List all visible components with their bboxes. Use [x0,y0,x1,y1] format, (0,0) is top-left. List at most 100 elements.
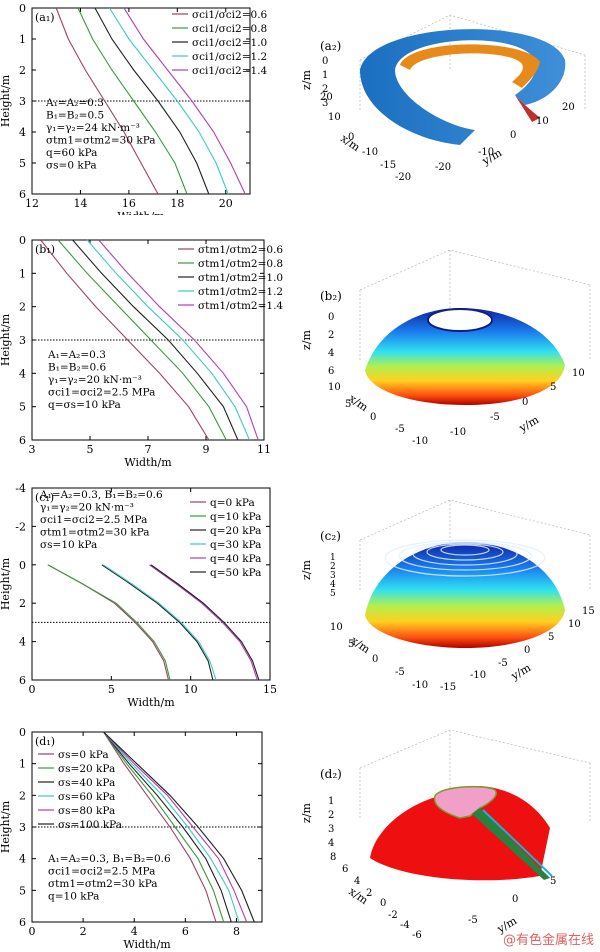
svg-text:-5: -5 [490,412,500,423]
svg-text:4: 4 [328,348,334,359]
svg-text:10: 10 [328,382,341,393]
svg-text:2: 2 [366,888,372,899]
y-tick-label: 1 [19,33,26,46]
svg-text:0: 0 [322,56,328,67]
series-line [72,239,239,441]
x-axis-label: Width/m [127,696,175,709]
legend-entry: σtm1/σtm2=1.4 [198,300,283,312]
chart-b1: 3 5 7 9 11 0 1 2 3 4 5 6 Width/m Height/m σtm1/σtm2=0.… [0,235,283,469]
y-axis-label: y/m [508,661,533,683]
series-line [149,564,258,681]
x-axis-label: x/m [348,634,373,657]
svg-text:10: 10 [536,116,549,127]
svg-text:0: 0 [522,397,528,408]
x-axis-label: x/m [338,132,363,155]
svg-text:20: 20 [562,102,575,113]
x-tick-label: 6 [182,925,189,938]
legend-entry: q=0 kPa [210,497,255,509]
series-line [103,731,240,923]
x-tick-label: 12 [25,197,39,210]
surface-a2: (a₂) z/m 0 1 2 3 20 10 0 -10 -15 -20 x/m… [300,14,586,183]
annotation-line: σci1=σci2=2.5 MPa [48,866,155,878]
svg-text:-10: -10 [412,436,428,447]
svg-text:-10: -10 [478,147,494,158]
y-tick-label: 2 [19,789,26,802]
x-tick-label: 20 [219,197,233,210]
x-tick-label: 16 [122,197,136,210]
x-axis-label: Width/m [123,938,171,951]
svg-text:1: 1 [330,553,336,563]
panel-label: (d₁) [35,735,55,748]
series-line [40,239,210,441]
series-line [94,7,210,195]
x-tick-label: 14 [73,197,87,210]
y-tick-label: 4 [19,367,26,380]
surface-top-face [433,785,497,819]
x-tick-label: 5 [108,683,115,696]
svg-text:-20: -20 [435,162,451,173]
series-line [77,7,188,195]
annotation-line: q=10 kPa [48,891,99,903]
svg-text:0: 0 [512,894,518,905]
svg-text:10: 10 [568,619,581,630]
x-tick-label: 0 [29,683,36,696]
legend-entry: σtm1/σtm2=0.6 [198,244,283,256]
series-line [55,7,159,195]
y-tick-label: 3 [19,334,26,347]
surface-cut-edge [482,809,553,877]
y-tick-label: 2 [19,597,26,610]
chart-c1: 0 5 10 15 -4 -2 0 2 4 6 Width/m Height/m q=0 kPa q=10… [0,482,277,709]
svg-text:3: 3 [330,571,336,581]
svg-text:10: 10 [328,112,341,123]
svg-text:-15: -15 [380,160,396,171]
series-line [47,564,171,681]
series-line [101,564,214,681]
y-tick-label: 1 [19,267,26,280]
panel-label: (c₂) [320,529,341,543]
axis-box [359,729,591,823]
svg-text:6: 6 [328,366,334,377]
surface-hole [427,308,493,332]
y-tick-label: 5 [19,884,26,897]
x-tick-label: 7 [145,443,152,456]
legend-entry: σci1/σci2=0.6 [192,9,268,21]
series-line [103,564,217,681]
annotation-line: σci1=σci2=2.5 MPa [48,387,155,399]
svg-text:-20: -20 [395,172,411,183]
panel-label: (b₂) [320,289,342,303]
x-tick-label: 5 [87,443,94,456]
y-tick-label: -4 [15,482,26,495]
legend-entry: σci1/σci2=1.0 [192,37,267,49]
svg-text:0: 0 [524,645,530,656]
surface-inner-band [400,44,540,88]
legend-entry: σtm1/σtm2=1.2 [198,286,283,298]
series-line [103,731,232,923]
series-line [103,731,255,923]
legend-entry: σci1/σci2=0.8 [192,23,267,35]
y-tick-label: 6 [19,916,26,929]
z-axis-label: z/m [300,69,313,90]
annotation-line: γ₁=γ₂=24 kN·m⁻³ [46,122,140,134]
svg-text:-10: -10 [450,427,466,438]
legend-entry: q=50 kPa [210,567,261,579]
panel-label: (d₂) [320,767,342,781]
x-tick-label: 10 [184,683,198,696]
annotation-line: σtm1=σtm2=30 kPa [40,527,150,539]
chart-d1: 0 2 4 6 8 0 1 2 3 4 5 6 Width/m Height/m σs=0 kPa σs=20… [0,726,263,951]
y-tick-label: 2 [19,64,26,77]
legend-entry: q=40 kPa [210,553,261,565]
legend-entry: σs=80 kPa [58,805,115,817]
x-tick-label: 2 [80,925,87,938]
annotation-line: A₁=A₂=0.3, B₁=B₂=0.6 [47,853,171,865]
svg-text:4: 4 [328,838,334,849]
surface-cut-edge [515,95,540,122]
panel-label: (a₁) [35,11,55,24]
svg-text:5: 5 [345,399,351,410]
y-ticks: -20 -10 0 10 20 [435,102,575,173]
z-ticks: 0 2 4 6 [328,312,334,377]
annotation-line: γ₁=γ₂=20 kN·m⁻³ [48,374,142,386]
legend-entry: σtm1/σtm2=1.0 [198,272,283,284]
legend-entry: q=10 kPa [210,511,261,523]
x-axis-label: Width/m [124,456,172,469]
surface-dome [365,542,565,648]
